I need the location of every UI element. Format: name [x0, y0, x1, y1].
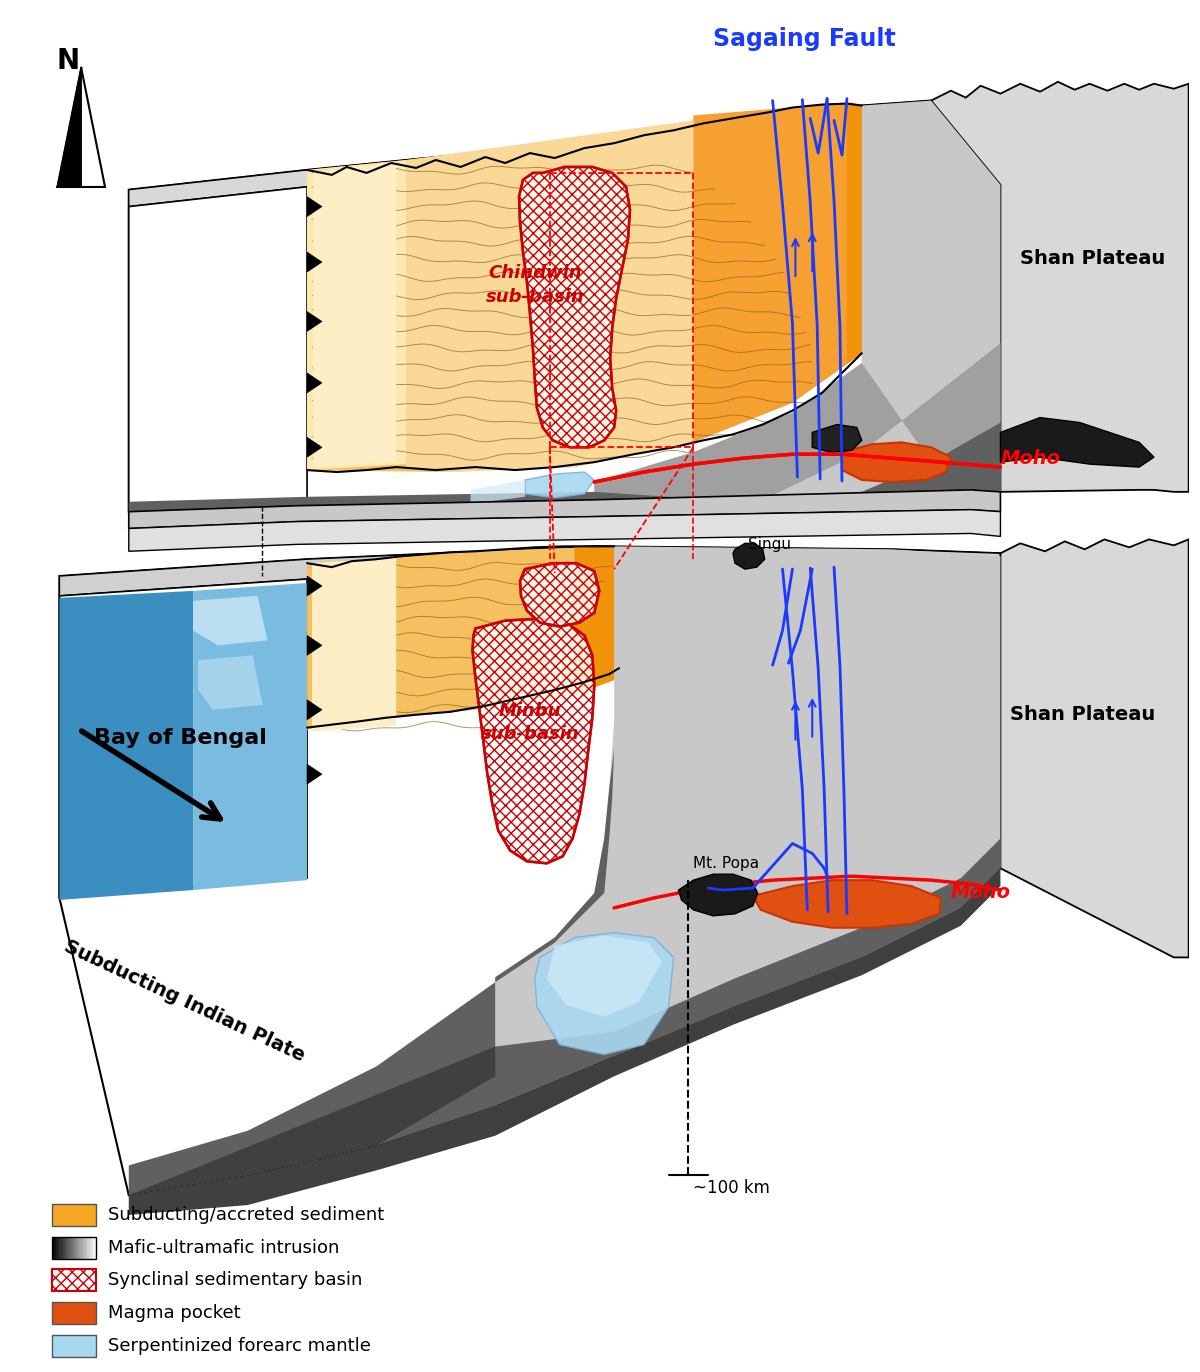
Polygon shape	[470, 480, 524, 504]
Polygon shape	[307, 161, 406, 471]
Polygon shape	[694, 103, 862, 442]
Text: Singu: Singu	[748, 538, 791, 553]
Bar	[52, 1205, 96, 1225]
Text: Moho: Moho	[950, 884, 1010, 901]
Polygon shape	[1001, 539, 1189, 958]
Text: Minbu
sub-basin: Minbu sub-basin	[480, 702, 580, 744]
Text: Shan Plateau: Shan Plateau	[1010, 705, 1156, 723]
Polygon shape	[307, 764, 322, 783]
Polygon shape	[128, 423, 1001, 521]
Polygon shape	[547, 936, 661, 1017]
Bar	[52, 1236, 96, 1258]
Polygon shape	[406, 121, 694, 472]
Bar	[52, 1269, 96, 1291]
Polygon shape	[128, 868, 1001, 1216]
Polygon shape	[931, 82, 1189, 491]
Polygon shape	[594, 343, 1001, 512]
Polygon shape	[307, 311, 322, 332]
Polygon shape	[307, 635, 322, 656]
Polygon shape	[193, 595, 268, 645]
Polygon shape	[520, 563, 599, 627]
Polygon shape	[733, 543, 764, 569]
Polygon shape	[128, 509, 1001, 552]
Polygon shape	[128, 100, 1001, 521]
Polygon shape	[307, 196, 322, 217]
Polygon shape	[575, 546, 614, 694]
Polygon shape	[520, 167, 630, 447]
Polygon shape	[307, 700, 322, 720]
Text: N: N	[56, 47, 79, 75]
Polygon shape	[128, 187, 307, 512]
Polygon shape	[1001, 417, 1154, 466]
Polygon shape	[128, 490, 1001, 528]
Polygon shape	[312, 557, 396, 731]
Polygon shape	[307, 576, 322, 595]
Text: Bay of Bengal: Bay of Bengal	[94, 729, 266, 749]
Polygon shape	[128, 749, 1001, 1195]
Polygon shape	[842, 442, 950, 482]
Polygon shape	[313, 162, 396, 466]
Text: ~100 km: ~100 km	[694, 1179, 770, 1198]
Text: Mt. Popa: Mt. Popa	[694, 856, 760, 871]
Bar	[52, 1335, 96, 1357]
Text: Shan Plateau: Shan Plateau	[1020, 250, 1165, 268]
Polygon shape	[307, 373, 322, 392]
Polygon shape	[307, 252, 322, 272]
Polygon shape	[193, 583, 307, 890]
Polygon shape	[60, 546, 1001, 1195]
Polygon shape	[524, 472, 594, 498]
Bar	[52, 1302, 96, 1324]
Polygon shape	[60, 591, 193, 900]
Polygon shape	[473, 619, 594, 863]
Polygon shape	[58, 67, 82, 187]
Text: Magma pocket: Magma pocket	[108, 1303, 240, 1323]
Polygon shape	[535, 933, 673, 1055]
Polygon shape	[812, 424, 862, 453]
Text: Chindwin
sub-basin: Chindwin sub-basin	[486, 263, 584, 306]
Text: Mafic-ultramafic intrusion: Mafic-ultramafic intrusion	[108, 1239, 340, 1257]
Polygon shape	[60, 546, 1001, 595]
Polygon shape	[307, 546, 614, 730]
Polygon shape	[752, 881, 941, 927]
Polygon shape	[198, 656, 263, 709]
Text: Moho: Moho	[1001, 449, 1061, 468]
Polygon shape	[792, 103, 862, 403]
Polygon shape	[128, 100, 931, 207]
Text: Sagaing Fault: Sagaing Fault	[713, 27, 896, 51]
Polygon shape	[496, 546, 1001, 1056]
Polygon shape	[60, 579, 307, 899]
Polygon shape	[678, 874, 757, 915]
Polygon shape	[307, 106, 862, 472]
Text: Subducting Indian Plate: Subducting Indian Plate	[61, 937, 308, 1066]
Text: Subducting/accreted sediment: Subducting/accreted sediment	[108, 1206, 384, 1224]
Polygon shape	[307, 438, 322, 457]
Polygon shape	[594, 100, 1001, 521]
Text: Serpentinized forearc mantle: Serpentinized forearc mantle	[108, 1336, 371, 1354]
Text: Synclinal sedimentary basin: Synclinal sedimentary basin	[108, 1272, 362, 1290]
